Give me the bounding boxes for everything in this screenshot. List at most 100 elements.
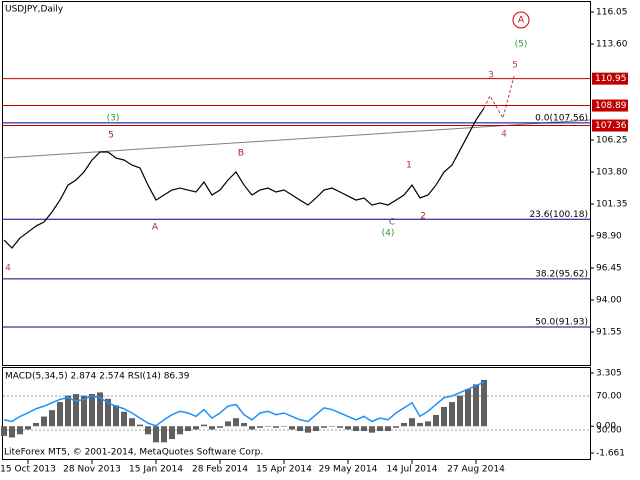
level-tag <box>592 119 628 132</box>
level-label: 108.89 <box>595 101 627 111</box>
wave-label: 3 <box>488 71 494 81</box>
y-tick-label: 0.00 <box>596 422 616 432</box>
y2-tick-label: 30.00 <box>596 425 622 435</box>
macd-bar <box>321 426 327 428</box>
macd-bar <box>33 423 39 427</box>
y-tick-label: 96.45 <box>596 263 622 273</box>
macd-bar <box>481 379 487 427</box>
y-tick-label: 103.80 <box>596 168 628 178</box>
wave-label: A <box>152 223 159 233</box>
wave-label: (3) <box>107 114 120 124</box>
fib-label: 0.0(107.56) <box>535 113 588 123</box>
macd-bar <box>81 395 87 427</box>
wave-label: B <box>238 149 244 159</box>
macd-bar <box>137 424 143 427</box>
macd-bar <box>329 426 335 427</box>
y2-tick-label: 70.00 <box>596 391 622 401</box>
macd-bar <box>161 426 167 443</box>
macd-bar <box>417 423 423 427</box>
macd-bar <box>409 418 415 427</box>
macd-bar <box>9 426 15 438</box>
macd-bar <box>465 389 471 427</box>
level-tag <box>592 99 628 112</box>
price-panel <box>2 1 591 366</box>
macd-bar <box>281 426 287 427</box>
macd-bar <box>273 426 279 428</box>
macd-bar <box>209 426 215 430</box>
macd-bar <box>345 426 351 430</box>
fib-label: 38.2(95.62) <box>535 269 588 279</box>
macd-bar <box>425 421 431 427</box>
macd-bar <box>153 426 159 443</box>
macd-bar <box>145 426 151 435</box>
x-tick-label: 15 Jan 2014 <box>129 465 183 475</box>
wave-label: A <box>518 16 525 26</box>
macd-bar <box>433 414 439 427</box>
indicator-panel <box>2 367 591 460</box>
x-tick-label: 27 Aug 2014 <box>447 465 505 475</box>
macd-bar <box>89 394 95 427</box>
macd-bar <box>225 421 231 427</box>
x-tick-label: 15 Apr 2014 <box>256 465 312 475</box>
y-tick-label: 101.35 <box>596 200 628 210</box>
x-tick-label: 14 Jul 2014 <box>387 465 438 475</box>
macd-bar <box>25 426 31 430</box>
macd-bar <box>257 426 263 428</box>
rsi-line <box>3 381 485 427</box>
macd-bar <box>217 426 223 428</box>
wave-label: 2 <box>420 212 426 222</box>
level-label: 107.36 <box>595 121 627 131</box>
macd-bar <box>65 395 71 427</box>
y-tick-label: 3.305 <box>596 368 622 378</box>
macd-bar <box>449 402 455 427</box>
macd-bar <box>361 426 367 432</box>
macd-bar <box>129 418 135 427</box>
macd-bar <box>385 426 391 432</box>
macd-bar <box>1 426 7 436</box>
wave-label: 5 <box>108 131 114 141</box>
y-tick-label: 116.05 <box>596 8 628 18</box>
wave-circle <box>512 11 530 29</box>
macd-bar <box>249 426 255 430</box>
macd-bar <box>353 426 359 432</box>
y-tick-label: 113.60 <box>596 40 628 50</box>
y-tick-label: 98.90 <box>596 231 622 241</box>
macd-bar <box>473 384 479 427</box>
macd-bar <box>193 426 199 430</box>
macd-bar <box>41 416 47 427</box>
macd-bar <box>305 426 311 433</box>
wave-projection <box>483 75 515 120</box>
macd-bar <box>105 398 111 427</box>
wave-label: 4 <box>501 130 507 140</box>
y-tick-label: 94.00 <box>596 295 622 305</box>
y-tick-label: 91.55 <box>596 327 622 337</box>
macd-bar <box>113 405 119 427</box>
macd-bar <box>401 423 407 427</box>
wave-label: 4 <box>5 264 11 274</box>
macd-bar <box>441 406 447 427</box>
macd-bar <box>297 426 303 432</box>
x-tick-label: 28 Nov 2013 <box>63 465 121 475</box>
macd-bar <box>177 426 183 435</box>
wave-label: (4) <box>382 229 395 239</box>
macd-bar <box>265 426 271 427</box>
macd-bar <box>289 426 295 430</box>
macd-bar <box>313 426 319 432</box>
macd-bar <box>201 424 207 427</box>
level-label: 110.95 <box>595 74 627 84</box>
macd-bar <box>337 426 343 428</box>
wave-label: 1 <box>406 161 412 171</box>
macd-bar <box>457 395 463 427</box>
wave-label: (5) <box>515 40 528 50</box>
wave-label: C <box>389 218 395 228</box>
x-tick-label: 29 May 2014 <box>319 465 378 475</box>
macd-bar <box>49 410 55 427</box>
macd-bar <box>17 426 23 435</box>
wave-label: 5 <box>512 61 518 71</box>
macd-bar <box>121 411 127 427</box>
y-tick-label: 106.25 <box>596 136 628 146</box>
macd-bar <box>73 394 79 427</box>
